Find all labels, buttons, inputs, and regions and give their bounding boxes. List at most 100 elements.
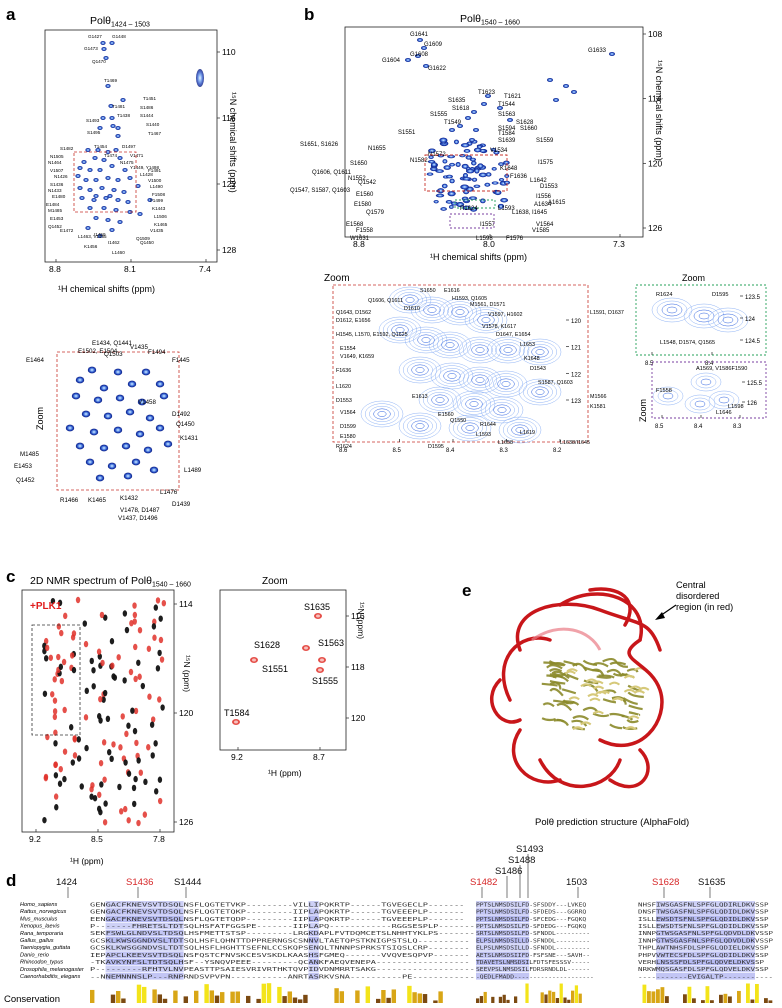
zoom-peak <box>137 398 147 406</box>
structured-domain <box>609 712 625 718</box>
peak-with-plk1 <box>111 741 116 748</box>
alignment-row: THPLAWTNHSFDLSPFGLQDIELDKVSSP <box>638 946 769 952</box>
conservation-bar <box>651 991 656 1003</box>
nmr-peak <box>469 138 475 142</box>
zoom1-peak-label: V1649, K1659 <box>340 354 374 360</box>
contour-line <box>661 303 683 317</box>
contour-line <box>437 336 463 354</box>
peak-label: V1585 <box>532 228 550 234</box>
peak-with-plk1 <box>137 673 142 680</box>
panel-b-zoom3-label: Zoom <box>638 399 648 422</box>
zoom-peak-core <box>318 668 322 672</box>
contour-line <box>666 306 678 314</box>
zoom-peak-label: D1439 <box>172 501 191 508</box>
peak-label: S1440 <box>146 122 160 127</box>
panel-c-zoom-y-tick-label: 116 <box>351 611 365 621</box>
nmr-peak <box>484 182 491 187</box>
alignment-row: TDAVETSLNMSDSILFDTSFESSSV----- <box>476 960 590 966</box>
conservation-bar <box>750 999 755 1003</box>
zoom1-peak-label: L1658 <box>498 440 513 446</box>
contour-line <box>451 306 469 318</box>
peak-label: N1426 <box>54 174 68 179</box>
peak-with-plk1 <box>71 630 77 637</box>
zoom1-peak-label: D1553 <box>336 398 352 404</box>
conservation-bar <box>746 983 750 1003</box>
peak-with-plk1 <box>58 765 63 773</box>
structured-domain <box>585 678 598 683</box>
peak-label: F1508 <box>152 192 165 197</box>
nmr-peak <box>121 190 127 194</box>
peak-label: T1438 <box>117 113 130 118</box>
panel-c-y-tick-label: 120 <box>179 708 193 718</box>
nmr-peak <box>473 184 481 188</box>
structured-domain <box>562 699 576 705</box>
nmr-peak <box>122 168 128 172</box>
conserved-residue-highlight <box>105 929 184 937</box>
contour-line <box>712 310 744 330</box>
nmr-peak <box>100 41 106 45</box>
conserved-residue-highlight <box>656 908 755 915</box>
peak-label: Q1509 <box>136 236 150 241</box>
contour-line <box>458 366 502 394</box>
zoom1-peak-label: H1593, Q1605 <box>452 296 487 302</box>
panel-a-x-ticks: 8.8 8.1 7.4 <box>49 259 211 274</box>
contour-line <box>484 399 520 421</box>
peak-without-plk1 <box>124 626 130 634</box>
conservation-bar <box>719 994 723 1003</box>
contour-line <box>473 311 499 329</box>
zoom1-peak-label: Q1550 <box>450 418 466 424</box>
peak-label: K1456 <box>84 244 98 249</box>
zoom1-peak-label: E1613 <box>412 394 428 400</box>
structured-domain <box>580 683 592 688</box>
panel-c-zoom-x-label: ¹H (ppm) <box>268 768 302 778</box>
contour-line <box>417 334 435 346</box>
nmr-peak <box>115 198 121 202</box>
contour-line <box>493 404 511 416</box>
nmr-peak <box>498 178 505 182</box>
contour-line <box>471 374 489 386</box>
peak-label: S1444 <box>140 113 154 118</box>
nmr-peak <box>463 149 471 153</box>
panel-b-zoom2-frame <box>635 284 767 356</box>
peak-without-plk1 <box>151 623 157 630</box>
panel-c-x-tick-label: 9.2 <box>29 834 41 844</box>
peak-label: A1615 <box>548 200 566 206</box>
structured-domain <box>543 661 557 665</box>
zoom-peak <box>163 440 173 448</box>
contour-line <box>435 397 445 403</box>
contour-line <box>467 341 493 359</box>
conserved-residue-highlight <box>308 901 319 908</box>
structured-domain <box>628 715 640 720</box>
contour-line <box>535 349 545 355</box>
nmr-peak <box>101 47 107 51</box>
peak-with-plk1 <box>48 654 54 661</box>
contour-line <box>445 342 455 348</box>
conserved-residue-highlight <box>308 922 319 930</box>
nmr-peak <box>423 64 429 68</box>
conserved-residue-highlight <box>656 901 755 908</box>
contour-line <box>722 316 734 324</box>
structured-domain <box>580 721 592 726</box>
conservation-bar <box>136 984 142 1003</box>
peak-with-plk1 <box>43 774 49 782</box>
conservation-bar <box>183 996 189 1003</box>
peak-with-plk1 <box>132 618 137 625</box>
panel-a-x-tick-label: 7.4 <box>199 264 211 274</box>
species-name: Rhincodon_typus <box>20 960 63 966</box>
contour-line <box>410 296 454 324</box>
conservation-bar <box>407 985 412 1003</box>
contour-line <box>708 390 740 410</box>
contour-line <box>452 417 488 439</box>
contour-line <box>418 386 462 414</box>
contour-line <box>471 344 489 356</box>
peak-without-plk1 <box>158 615 163 622</box>
peak-without-plk1 <box>157 776 163 783</box>
conservation-bar <box>376 998 381 1003</box>
conservation-bar <box>214 995 220 1003</box>
panel-c-zoom-y-tick-label: 118 <box>351 662 365 672</box>
nmr-peak <box>105 176 111 180</box>
peak-label: S1635 <box>448 98 466 104</box>
contour-line <box>430 362 474 390</box>
panel-b-zoom1-y-tick-label: 120 <box>571 319 582 325</box>
